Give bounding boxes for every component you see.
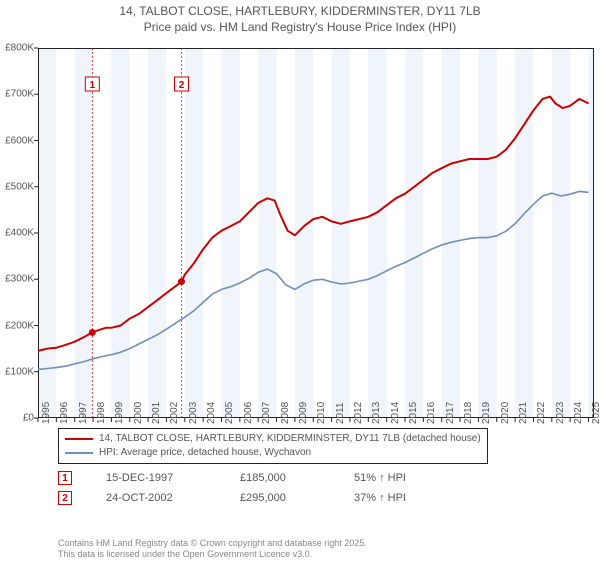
x-tick-label: 2003 (188, 402, 199, 424)
x-tick-label: 2018 (463, 402, 474, 424)
title-line1: 14, TALBOT CLOSE, HARTLEBURY, KIDDERMINS… (0, 4, 600, 20)
x-tick-label: 1996 (59, 402, 70, 424)
x-tick-label: 2016 (426, 402, 437, 424)
x-tick-label: 2023 (555, 402, 566, 424)
event-row-1: 1 15-DEC-1997 £185,000 51% ↑ HPI (58, 468, 406, 488)
y-tick-label: £300K (5, 274, 34, 285)
event-marker-1: 1 (58, 471, 72, 485)
x-tick-label: 1999 (114, 402, 125, 424)
svg-text:2: 2 (179, 80, 185, 91)
x-tick-label: 2012 (353, 402, 364, 424)
legend-label-2: HPI: Average price, detached house, Wych… (99, 446, 311, 460)
x-tick-label: 2022 (536, 402, 547, 424)
svg-text:1: 1 (90, 80, 96, 91)
x-tick-label: 2015 (408, 402, 419, 424)
x-tick-label: 2000 (133, 402, 144, 424)
event-row-2: 2 24-OCT-2002 £295,000 37% ↑ HPI (58, 488, 406, 508)
x-tick-label: 2025 (591, 402, 600, 424)
event-date-2: 24-OCT-2002 (106, 492, 206, 504)
x-tick-label: 2008 (280, 402, 291, 424)
y-tick-label: £600K (5, 135, 34, 146)
event-list: 1 15-DEC-1997 £185,000 51% ↑ HPI 2 24-OC… (58, 468, 406, 508)
x-tick-label: 2019 (481, 402, 492, 424)
x-tick-label: 2021 (518, 402, 529, 424)
y-tick-label: £800K (5, 43, 34, 54)
credit-text: Contains HM Land Registry data © Crown c… (58, 538, 367, 561)
x-tick-label: 2007 (261, 402, 272, 424)
x-tick-label: 2009 (298, 402, 309, 424)
x-tick-label: 2014 (390, 402, 401, 424)
y-tick-label: £400K (5, 228, 34, 239)
x-tick-label: 2001 (151, 402, 162, 424)
event-delta-2: 37% ↑ HPI (354, 492, 406, 504)
x-tick-label: 1997 (78, 402, 89, 424)
event-date-1: 15-DEC-1997 (106, 472, 206, 484)
x-tick-label: 1995 (41, 402, 52, 424)
x-tick-label: 2024 (573, 402, 584, 424)
legend-swatch-2 (65, 452, 93, 454)
event-price-2: £295,000 (240, 492, 320, 504)
x-tick-label: 2013 (371, 402, 382, 424)
y-tick-label: £100K (5, 366, 34, 377)
chart-title: 14, TALBOT CLOSE, HARTLEBURY, KIDDERMINS… (0, 4, 600, 35)
x-tick-label: 2011 (335, 402, 346, 424)
x-tick-label: 2006 (243, 402, 254, 424)
event-delta-1: 51% ↑ HPI (354, 472, 406, 484)
legend-label-1: 14, TALBOT CLOSE, HARTLEBURY, KIDDERMINS… (99, 432, 481, 446)
legend-swatch-1 (65, 438, 93, 440)
chart-plot-area: 12 (38, 48, 594, 418)
chart-svg: 12 (38, 48, 594, 418)
y-tick-label: £700K (5, 89, 34, 100)
credit-line1: Contains HM Land Registry data © Crown c… (58, 538, 367, 549)
x-tick-label: 2002 (169, 402, 180, 424)
y-tick-label: £0 (23, 413, 34, 424)
credit-line2: This data is licensed under the Open Gov… (58, 549, 367, 560)
x-tick-label: 2017 (445, 402, 456, 424)
event-price-1: £185,000 (240, 472, 320, 484)
x-tick-label: 2010 (316, 402, 327, 424)
x-tick-label: 2004 (206, 402, 217, 424)
y-tick-label: £500K (5, 181, 34, 192)
x-tick-label: 2020 (500, 402, 511, 424)
y-tick-label: £200K (5, 320, 34, 331)
legend: 14, TALBOT CLOSE, HARTLEBURY, KIDDERMINS… (58, 428, 488, 464)
x-tick-label: 1998 (96, 402, 107, 424)
legend-row-2: HPI: Average price, detached house, Wych… (65, 446, 481, 460)
x-tick-label: 2005 (224, 402, 235, 424)
event-marker-2: 2 (58, 491, 72, 505)
title-line2: Price paid vs. HM Land Registry's House … (0, 20, 600, 36)
legend-row-1: 14, TALBOT CLOSE, HARTLEBURY, KIDDERMINS… (65, 432, 481, 446)
